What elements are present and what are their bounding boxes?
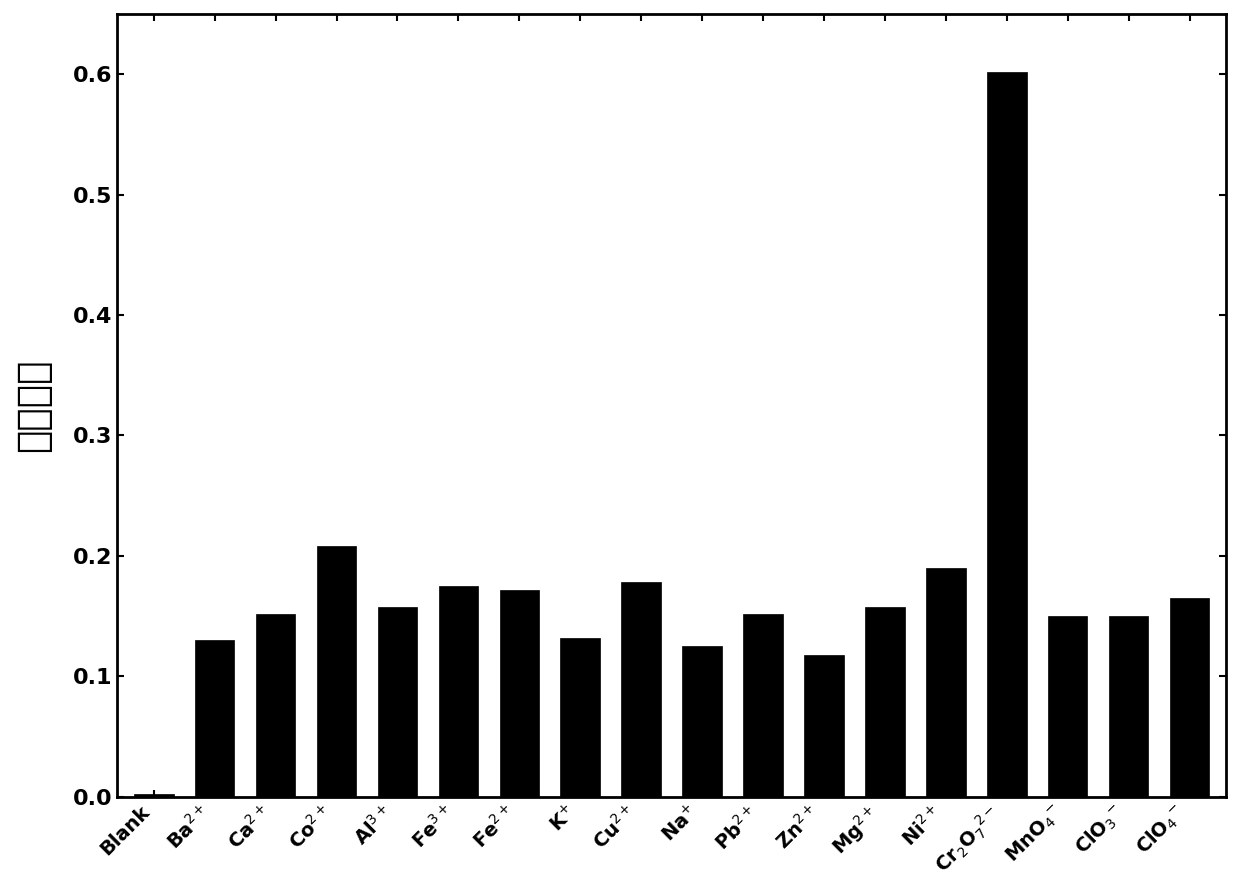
Bar (134, 795, 174, 797)
Bar (500, 590, 539, 797)
Bar (255, 614, 295, 797)
Bar (316, 546, 356, 797)
Bar (743, 614, 782, 797)
Bar (926, 568, 966, 797)
Bar (378, 607, 418, 797)
Y-axis label: 淡灭效率: 淡灭效率 (14, 359, 52, 452)
Bar (439, 586, 479, 797)
Bar (621, 582, 661, 797)
Bar (866, 607, 905, 797)
Bar (195, 640, 234, 797)
Bar (987, 71, 1027, 797)
Bar (805, 655, 843, 797)
Bar (560, 638, 600, 797)
Bar (1048, 616, 1087, 797)
Bar (682, 646, 722, 797)
Bar (1169, 598, 1209, 797)
Bar (1109, 616, 1148, 797)
